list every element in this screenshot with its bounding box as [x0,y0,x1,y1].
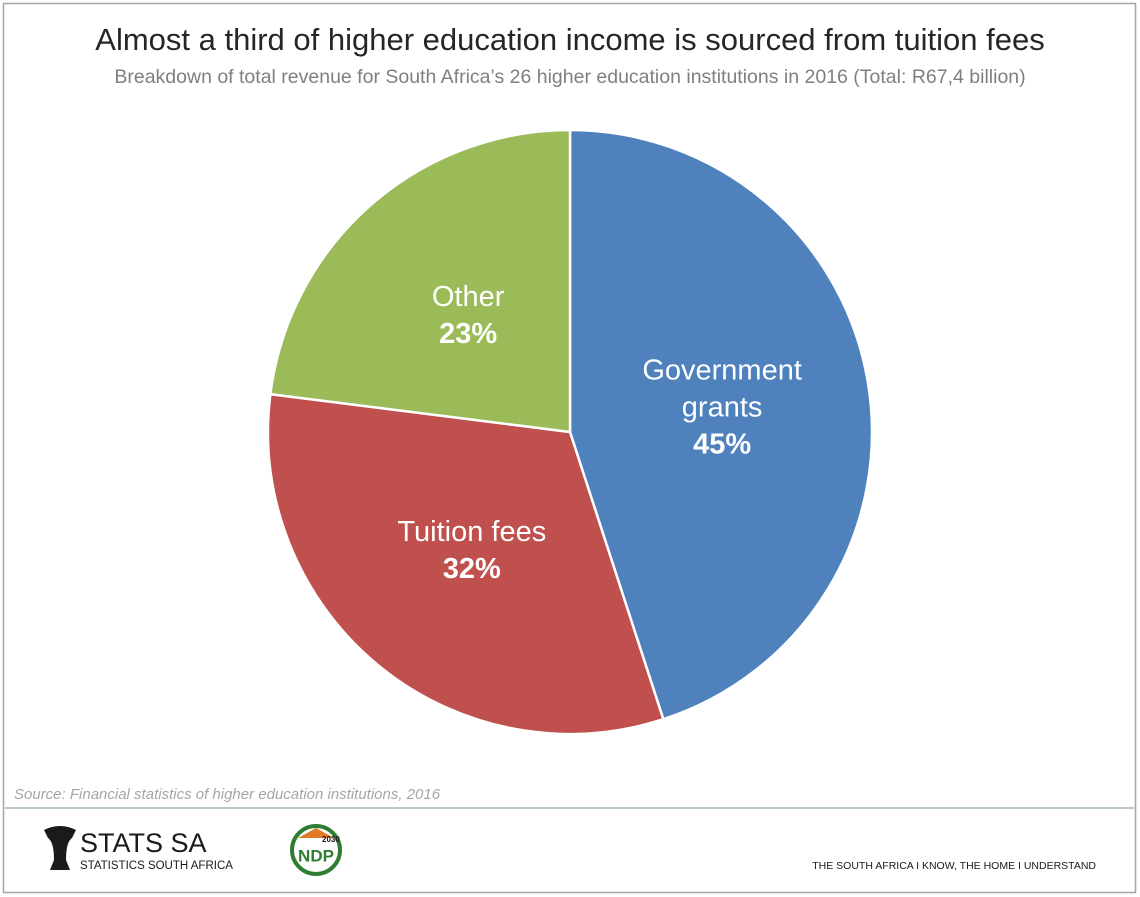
pie-slice [266,392,665,736]
category-label: Other [431,281,505,314]
pie-slice [268,128,572,434]
ndp-year: 2030 [322,835,340,844]
value-label: 32% [442,552,501,585]
slice-label: Government grants 45% [622,352,822,463]
ndp-logo-flag [298,828,334,838]
pie-slice [568,128,874,721]
logo-subtitle: STATISTICS SOUTH AFRICA [80,860,233,872]
stats-logo-icon [44,826,76,870]
chart-title: Almost a third of higher education incom… [95,22,1044,57]
value-label: 45% [693,428,752,461]
chart-subtitle: Breakdown of total revenue for South Afr… [114,66,1025,88]
source: Source: Financial statistics of higher e… [14,786,441,803]
ndp-text: NDP [298,846,334,865]
slogan: THE SOUTH AFRICA I KNOW, THE HOME I UNDE… [812,860,1096,872]
pie [266,128,874,736]
slice-label: Other 23% [348,279,588,353]
logo-title: STATS SA [80,828,207,858]
category-label: Government grants [642,354,802,424]
slice-label: Tuition fees 32% [352,514,592,588]
value-label: 23% [439,318,498,351]
category-label: Tuition fees [397,515,547,548]
